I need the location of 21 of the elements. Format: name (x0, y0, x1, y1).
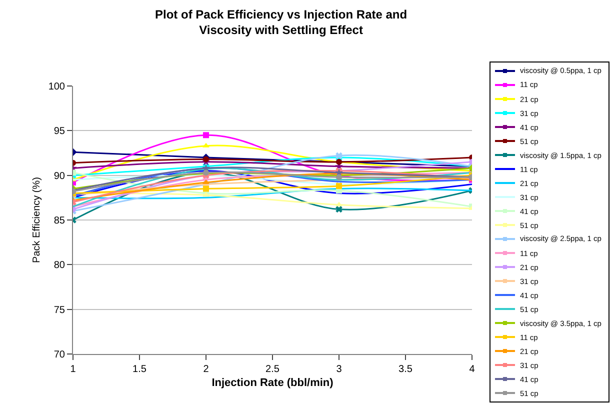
x-tick-label: 2 (203, 364, 210, 375)
point (336, 183, 342, 190)
y-tick-label: 90 (54, 170, 66, 182)
x-tick-label: 2.5 (266, 364, 280, 375)
x-tick-label: 1 (70, 364, 76, 375)
y-tick-label: 85 (54, 216, 66, 226)
x-axis-title: Injection Rate (bbl/min) (212, 377, 334, 390)
x-tick-label: 3.5 (398, 364, 413, 375)
y-tick-label: 95 (54, 126, 66, 138)
x-tick-label: 1.5 (132, 364, 147, 375)
y-axis-title: Pack Efficiency (%) (31, 177, 42, 263)
chart-title: Plot of Pack Efficiency vs Injection Rate and Viscosity with Settling Effect (155, 7, 408, 37)
x-tick-label: 4 (469, 364, 476, 375)
x-tick-label: 3 (336, 364, 342, 375)
y-tick-label: 75 (54, 304, 66, 316)
y-tick-label: 70 (54, 350, 66, 360)
y-tick-label: 100 (48, 82, 66, 92)
y-tick-label: 80 (54, 260, 66, 272)
point (203, 156, 209, 162)
point (203, 186, 209, 192)
point (336, 202, 342, 206)
